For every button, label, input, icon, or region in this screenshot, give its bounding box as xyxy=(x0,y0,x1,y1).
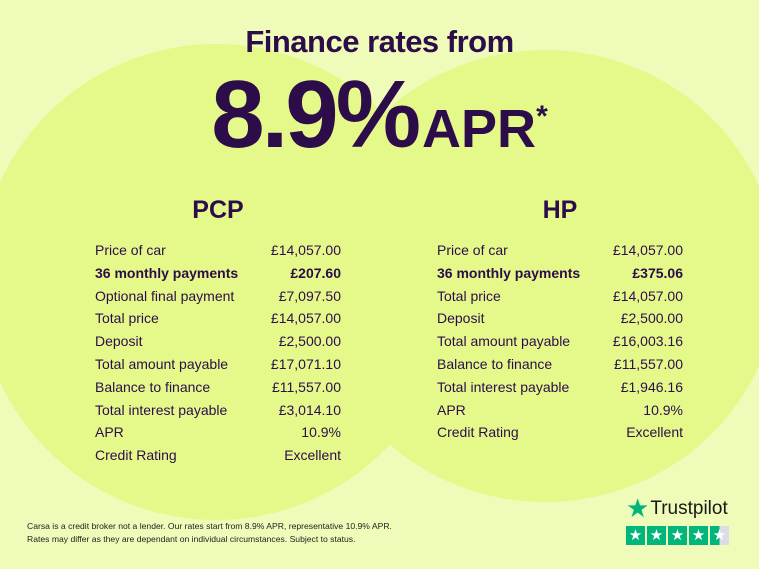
pcp-row: Price of car £14,057.00 xyxy=(95,239,341,262)
row-value: £14,057.00 xyxy=(270,310,341,327)
row-label: Price of car xyxy=(95,242,166,258)
pcp-row: Total price £14,057.00 xyxy=(95,307,341,330)
row-label: APR xyxy=(95,424,124,441)
row-label: Total interest payable xyxy=(437,378,570,395)
rating-star-icon: ★ xyxy=(689,526,708,545)
row-value: £17,071.10 xyxy=(270,355,341,372)
hp-row: Total price £14,057.00 xyxy=(437,285,683,308)
row-label: 36 monthly payments xyxy=(437,264,581,281)
headline-subtitle: Finance rates from xyxy=(245,24,514,59)
rating-star-icon: ★ xyxy=(668,526,687,545)
row-label: Credit Rating xyxy=(95,447,177,464)
pcp-row: Balance to finance £11,557.00 xyxy=(95,376,341,399)
hp-row: Total amount payable £16,003.16 xyxy=(437,330,683,353)
trustpilot-logo: ★ Trustpilot xyxy=(626,493,729,524)
row-label: Deposit xyxy=(95,333,143,350)
disclaimer-line: Rates may differ as they are dependant o… xyxy=(27,533,356,544)
pcp-row: APR 10.9% xyxy=(95,421,341,444)
hp-row: APR 10.9% xyxy=(437,399,683,422)
row-value: 10.9% xyxy=(643,401,683,418)
row-value: £7,097.50 xyxy=(278,287,341,304)
pcp-row: Total amount payable £17,071.10 xyxy=(95,353,341,376)
pcp-row: Credit Rating Excellent xyxy=(95,444,341,467)
rate-value: 8.9% xyxy=(211,61,421,168)
row-value: £14,057.00 xyxy=(270,242,341,258)
row-label: Credit Rating xyxy=(437,424,519,441)
pcp-title: PCP xyxy=(192,196,244,224)
row-label: APR xyxy=(437,401,466,418)
pcp-row: Total interest payable £3,014.10 xyxy=(95,399,341,422)
background-circle-right xyxy=(312,50,759,502)
trustpilot-brand: Trustpilot xyxy=(650,497,728,519)
row-label: Total amount payable xyxy=(437,333,571,350)
pcp-row: Deposit £2,500.00 xyxy=(95,330,341,353)
hp-row: 36 monthly payments £375.06 xyxy=(437,262,683,285)
hp-row: Total interest payable £1,946.16 xyxy=(437,376,683,399)
hp-row: Balance to finance £11,557.00 xyxy=(437,353,683,376)
trustpilot-rating: ★ ★ ★ ★ ★ xyxy=(626,526,729,545)
row-label: Balance to finance xyxy=(437,355,553,372)
row-value: £16,003.16 xyxy=(612,333,683,350)
row-label: Total price xyxy=(437,287,501,304)
disclaimer-line: Carsa is a credit broker not a lender. O… xyxy=(27,521,392,531)
row-value: £3,014.10 xyxy=(278,401,341,418)
row-label: Deposit xyxy=(437,310,485,327)
row-value: £11,557.00 xyxy=(271,378,341,395)
hp-title: HP xyxy=(542,196,578,224)
row-value: £375.06 xyxy=(632,264,683,281)
row-value: £14,057.00 xyxy=(612,287,683,304)
pcp-row: Optional final payment £7,097.50 xyxy=(95,285,341,308)
hp-row: Credit Rating Excellent xyxy=(437,421,683,444)
headline-rate: 8.9% APR * xyxy=(0,61,759,168)
row-label: Total interest payable xyxy=(95,401,228,418)
row-value: £207.60 xyxy=(290,264,341,281)
row-label: Balance to finance xyxy=(95,378,211,395)
rating-star-icon: ★ xyxy=(626,526,645,545)
row-value: £2,500.00 xyxy=(620,310,683,327)
row-value: Excellent xyxy=(284,447,341,464)
asterisk: * xyxy=(536,100,548,133)
pcp-panel: PCP Price of car £14,057.00 36 monthly pay… xyxy=(95,196,341,467)
row-value: Excellent xyxy=(626,424,683,441)
row-value: £14,057.00 xyxy=(612,242,683,258)
row-value: 10.9% xyxy=(301,424,341,441)
hp-panel: HP Price of car £14,057.00 36 monthly paym… xyxy=(437,196,683,444)
pcp-row: 36 monthly payments £207.60 xyxy=(95,262,341,285)
row-value: £1,946.16 xyxy=(620,378,683,395)
row-label: Price of car xyxy=(437,242,508,258)
rating-star-icon: ★ xyxy=(647,526,666,545)
star-icon: ★ xyxy=(626,493,650,523)
apr-label: APR xyxy=(422,99,537,159)
row-value: £11,557.00 xyxy=(613,355,683,372)
hp-row: Deposit £2,500.00 xyxy=(437,307,683,330)
rating-star-icon: ★ xyxy=(710,526,729,545)
row-label: Total amount payable xyxy=(95,355,229,372)
row-label: Total price xyxy=(95,310,159,327)
hp-row: Price of car £14,057.00 xyxy=(437,239,683,262)
row-label: 36 monthly payments xyxy=(95,264,239,281)
row-value: £2,500.00 xyxy=(278,333,341,350)
row-label: Optional final payment xyxy=(95,287,235,304)
trustpilot-badge[interactable]: ★ Trustpilot ★ ★ ★ ★ ★ xyxy=(626,493,729,545)
disclaimer: Carsa is a credit broker not a lender. O… xyxy=(27,520,392,545)
